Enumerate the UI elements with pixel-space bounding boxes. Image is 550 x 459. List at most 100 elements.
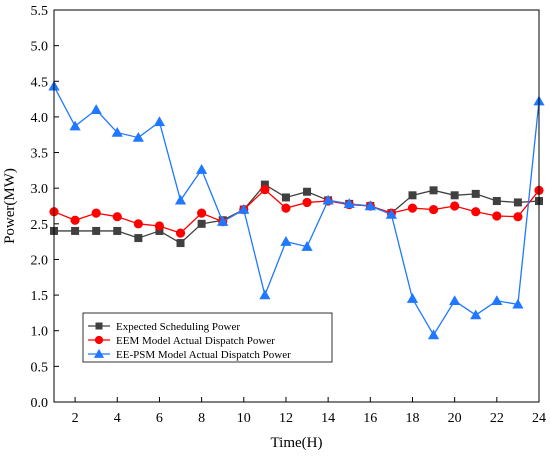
- triangle-marker: [196, 164, 208, 174]
- series-line: [54, 183, 540, 244]
- triangle-marker: [449, 295, 461, 305]
- circle-marker: [94, 335, 104, 345]
- circle-marker: [154, 221, 165, 231]
- series-line: [53, 85, 540, 337]
- y-tick-label: 3.0: [31, 182, 49, 197]
- series-layer: [48, 80, 545, 340]
- x-tick-label: 4: [114, 411, 121, 426]
- y-axis-title: Power(MW): [2, 168, 18, 244]
- legend-item: EEM Model Actual Dispatch Power: [88, 335, 275, 347]
- circle-marker: [91, 208, 101, 218]
- x-tick-label: 14: [321, 411, 335, 426]
- x-tick-label: 10: [237, 411, 251, 426]
- triangle-marker: [427, 329, 440, 340]
- square-marker: [176, 239, 185, 248]
- x-tick-label: 18: [405, 411, 419, 426]
- y-tick-label: 2.5: [31, 218, 49, 233]
- legend-box: [82, 312, 333, 363]
- triangle-marker: [322, 194, 334, 205]
- x-tick-label: 16: [363, 411, 377, 426]
- square-marker: [303, 187, 312, 196]
- circle-marker: [492, 211, 502, 221]
- triangle-marker: [174, 194, 187, 205]
- circle-marker: [281, 203, 291, 213]
- circle-marker: [175, 228, 186, 238]
- legend-label: Expected Scheduling Power: [116, 321, 240, 333]
- triangle-marker: [491, 295, 503, 305]
- triangle-marker: [301, 241, 313, 251]
- ticks-layer: 0.00.51.01.52.02.53.03.54.04.55.05.52 4 6 8…: [31, 4, 547, 426]
- square-marker: [471, 189, 480, 198]
- square-marker: [134, 234, 143, 243]
- circle-marker: [197, 208, 207, 218]
- x-tick-label: 2: [72, 411, 79, 426]
- triangle-marker: [385, 208, 397, 219]
- square-marker: [260, 180, 269, 189]
- x-tick-label: 8: [198, 411, 205, 426]
- triangle-marker: [406, 293, 419, 303]
- y-tick-label: 4.5: [31, 75, 49, 90]
- circle-marker: [112, 212, 122, 222]
- square-marker: [197, 219, 206, 228]
- square-marker: [92, 226, 101, 235]
- y-tick-label: 5.5: [31, 4, 49, 19]
- triangle-marker: [132, 131, 144, 142]
- circle-marker: [302, 197, 312, 208]
- x-axis-title: Time(H): [271, 435, 323, 451]
- triangle-marker: [238, 203, 250, 214]
- x-tick-label: 22: [490, 411, 504, 426]
- square-marker: [71, 226, 80, 235]
- y-tick-label: 0.5: [31, 360, 49, 375]
- triangle-marker: [153, 116, 166, 127]
- triangle-marker: [512, 298, 524, 309]
- square-marker: [492, 197, 501, 206]
- circle-marker: [70, 215, 80, 225]
- y-tick-label: 0.0: [31, 396, 49, 411]
- legend-label: EEM Model Actual Dispatch Power: [116, 335, 275, 347]
- circle-marker: [260, 185, 270, 195]
- y-tick-label: 3.5: [31, 147, 49, 162]
- circle-marker: [407, 203, 418, 213]
- y-tick-label: 4.0: [31, 111, 49, 126]
- series-2: [49, 185, 544, 238]
- series-line: [53, 188, 540, 234]
- triangle-marker: [90, 104, 102, 114]
- triangle-marker: [470, 309, 482, 320]
- legend-item: Expected Scheduling Power: [88, 321, 240, 333]
- triangle-marker: [111, 126, 123, 137]
- series-1: [50, 180, 543, 248]
- triangle-marker: [93, 348, 105, 358]
- triangle-marker: [259, 289, 271, 300]
- square-marker: [281, 193, 290, 202]
- triangle-marker: [69, 120, 81, 131]
- x-tick-label: 20: [448, 411, 462, 426]
- legend-label: EE-PSM Model Actual Dispatch Power: [116, 349, 291, 361]
- square-marker: [429, 186, 438, 195]
- legend-item: EE-PSM Model Actual Dispatch Power: [88, 348, 291, 361]
- circle-marker: [471, 207, 481, 217]
- x-tick-label: 12: [279, 411, 293, 426]
- square-marker: [408, 191, 417, 200]
- square-marker: [113, 226, 122, 235]
- x-tick-label: 6: [156, 411, 163, 426]
- square-marker: [513, 198, 522, 207]
- square-marker: [450, 191, 459, 200]
- y-tick-label: 1.0: [31, 325, 49, 340]
- triangle-marker: [343, 198, 355, 209]
- square-marker: [95, 322, 103, 330]
- circle-marker: [513, 212, 523, 222]
- y-tick-label: 5.0: [31, 40, 49, 55]
- y-tick-label: 1.5: [31, 289, 49, 304]
- triangle-marker: [364, 200, 376, 211]
- y-tick-label: 2.0: [31, 253, 49, 268]
- triangle-marker: [217, 216, 229, 226]
- plot-frame: [53, 9, 540, 403]
- circle-marker: [133, 219, 143, 229]
- square-marker: [155, 226, 164, 235]
- triangle-marker: [280, 236, 292, 246]
- legend: Expected Scheduling Power EEM Model Actua…: [82, 312, 333, 363]
- circle-marker: [450, 201, 460, 211]
- circle-marker: [428, 204, 439, 215]
- x-tick-label: 24: [532, 411, 546, 426]
